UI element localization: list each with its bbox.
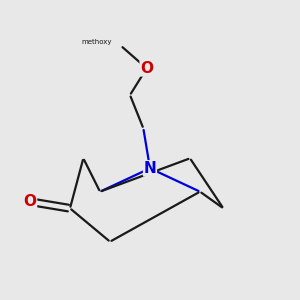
Text: methoxy: methoxy — [81, 39, 112, 45]
Text: O: O — [23, 194, 37, 209]
Text: O: O — [140, 61, 153, 76]
Text: N: N — [144, 161, 156, 176]
